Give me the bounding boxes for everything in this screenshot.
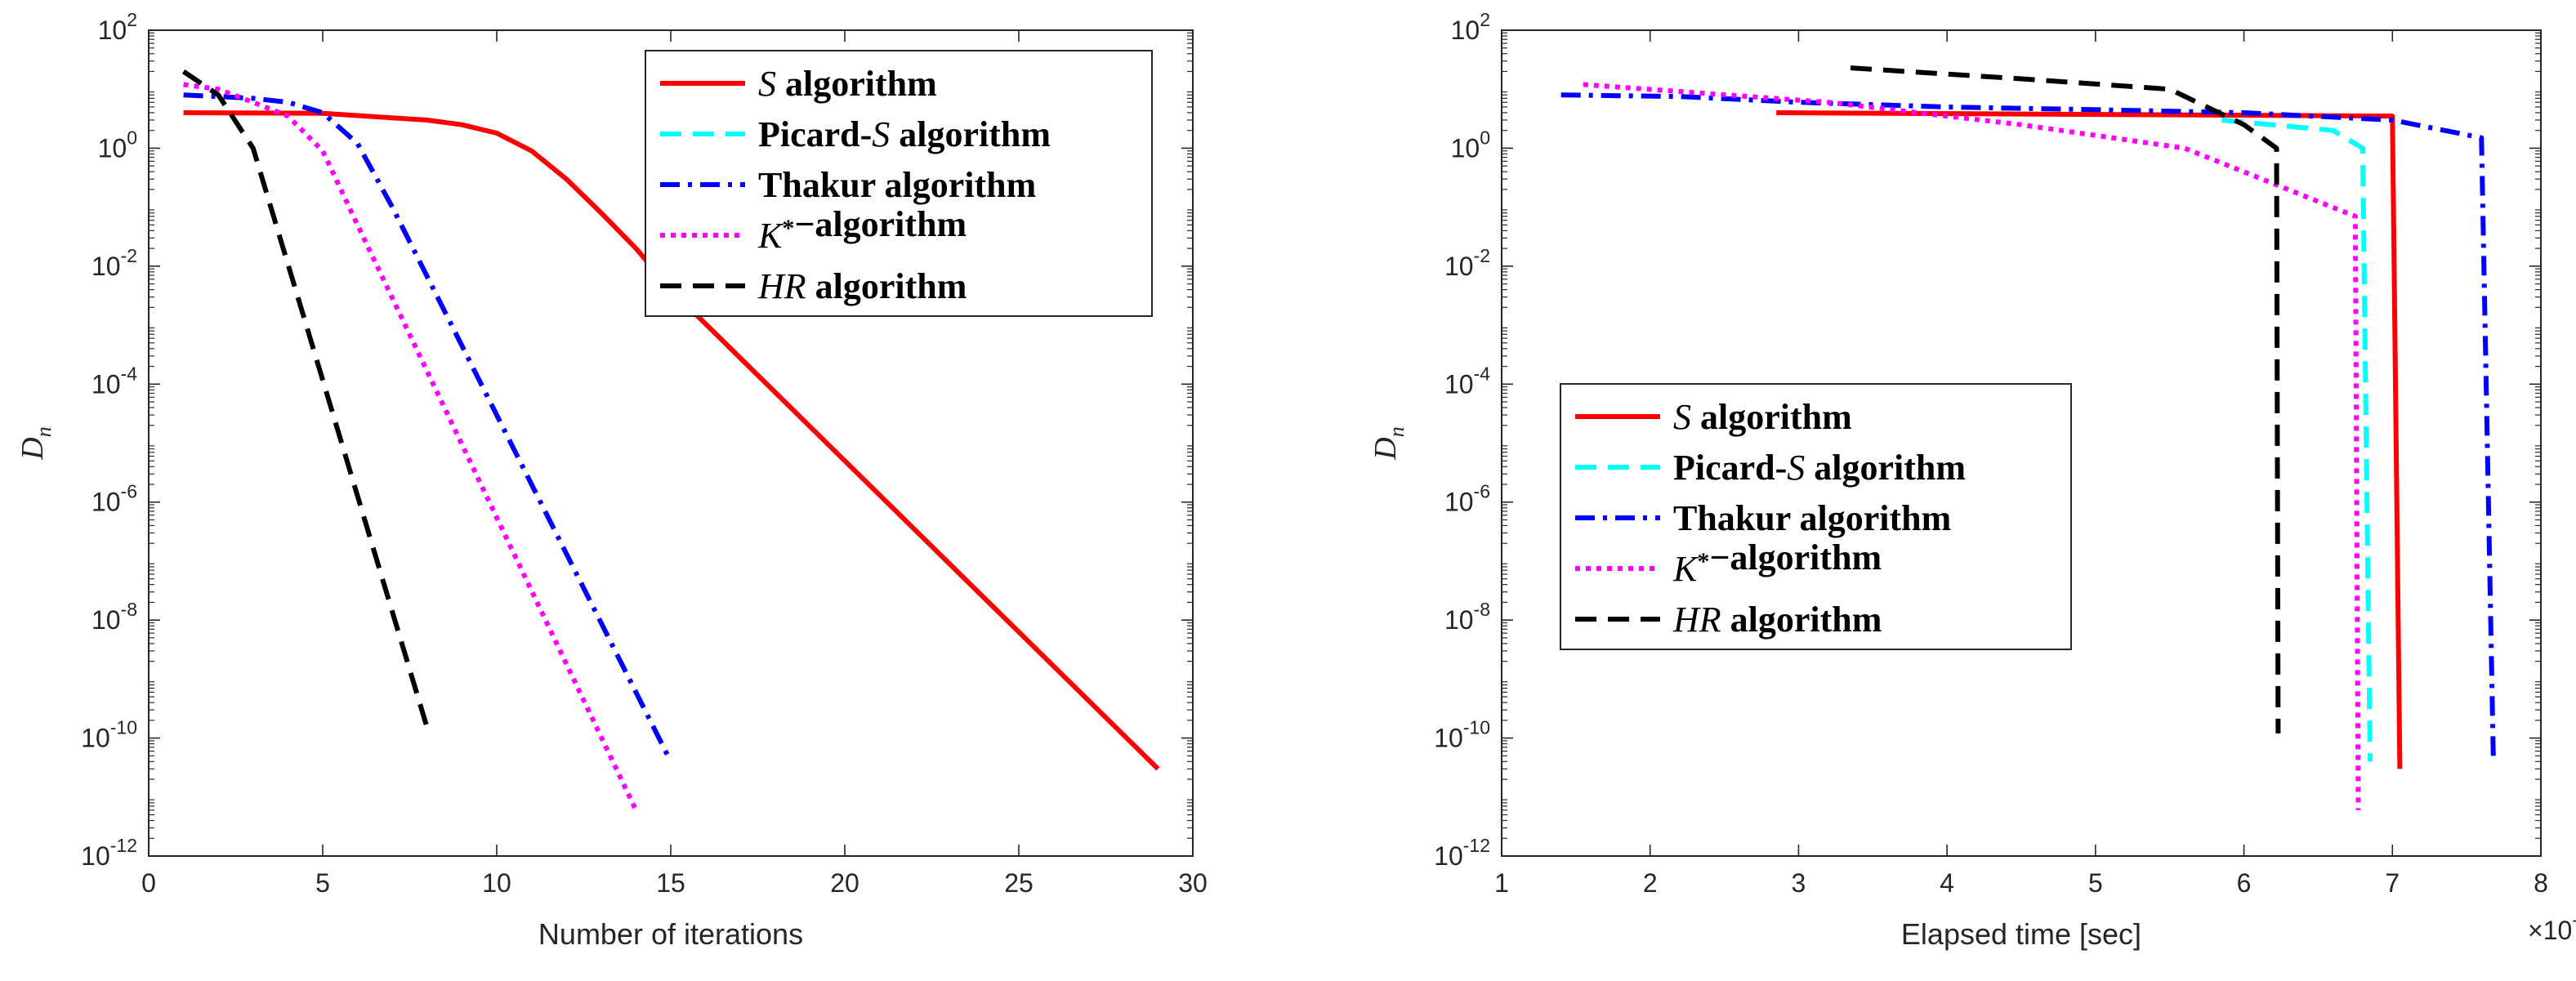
x-tick-label: 8 <box>2534 868 2548 898</box>
x-axis-label: Elapsed time [sec] <box>1901 917 2141 951</box>
legend-label: Picard-S algorithm <box>1673 448 1966 488</box>
series-line-s-algorithm <box>1776 110 2403 769</box>
legend-label: Thakur algorithm <box>1673 498 1951 538</box>
x-tick-label: 30 <box>1178 868 1208 898</box>
y-tick-label: 10-6 <box>92 481 137 517</box>
x-tick-label: 10 <box>482 868 511 898</box>
legend-label: S algorithm <box>1673 397 1852 437</box>
y-tick-label: 102 <box>98 9 137 45</box>
x-tick-label: 4 <box>1940 868 1954 898</box>
y-tick-label: 100 <box>1451 127 1490 163</box>
x-tick-label: 3 <box>1792 868 1806 898</box>
legend-label: HR algorithm <box>1672 600 1882 640</box>
legend: S algorithm Picard-S algorithm Thakur algo… <box>645 50 1153 317</box>
y-tick-label: 10-8 <box>92 599 137 635</box>
axes-box <box>1501 29 2542 857</box>
y-tick-label: 10-12 <box>81 835 137 871</box>
y-tick-label: 10-2 <box>1444 245 1490 281</box>
x-axis-label: Number of iterations <box>538 917 803 951</box>
y-tick-label: 10-8 <box>1444 599 1490 635</box>
legend-label: HR algorithm <box>757 266 967 306</box>
x-tick-label: 1 <box>1494 868 1509 898</box>
x-tick-label: 15 <box>656 868 685 898</box>
y-tick-label: 10-4 <box>1444 363 1490 399</box>
legend-label: K*−algorithm <box>1672 537 1882 589</box>
chart-panel-2: 10-12 10-10 10-8 10-6 10-4 10-2 100 102 1 2 3 4 5 6 7 8… <box>1368 9 2576 951</box>
series-line-thakur-algorithm <box>183 92 673 763</box>
y-tick-label: 10-12 <box>1434 835 1490 871</box>
y-tick-label: 100 <box>98 127 137 163</box>
y-tick-label: 10-2 <box>92 245 137 281</box>
series-line-k-algorithm <box>183 82 639 812</box>
y-tick-label: 10-10 <box>81 717 137 753</box>
x-tick-label: 2 <box>1643 868 1658 898</box>
axes-box <box>148 29 1194 857</box>
y-tick-label: 102 <box>1451 9 1490 45</box>
y-tick-label: 10-6 <box>1444 481 1490 517</box>
x-tick-label: 5 <box>2088 868 2103 898</box>
y-axis-label: Dn <box>1368 426 1409 460</box>
x-tick-label: 25 <box>1004 868 1034 898</box>
series-line-thakur-algorithm <box>1560 92 2496 762</box>
x-tick-label: 0 <box>141 868 156 898</box>
legend-label: S algorithm <box>758 64 937 104</box>
x-tick-label: 7 <box>2385 868 2400 898</box>
legend: S algorithm Picard-S algorithm Thakur algo… <box>1560 383 2072 650</box>
chart-panel-1: 10-12 10-10 10-8 10-6 10-4 10-2 100 102 0 5 10 15 20… <box>16 9 1208 951</box>
x-exponent-label: ×10-3 <box>2528 909 2576 945</box>
series-line-hr-algorithm <box>181 69 430 729</box>
series-line-k-algorithm <box>1583 82 2361 810</box>
x-tick-label: 20 <box>830 868 859 898</box>
legend-label: K*−algorithm <box>757 204 967 256</box>
legend-label: Picard-S algorithm <box>758 114 1051 154</box>
y-tick-label: 10-4 <box>92 363 137 399</box>
series-line-hr-algorithm <box>1850 65 2281 734</box>
x-tick-label: 5 <box>315 868 330 898</box>
y-axis-label: Dn <box>16 426 56 460</box>
x-tick-label: 6 <box>2237 868 2252 898</box>
legend-label: Thakur algorithm <box>758 165 1036 205</box>
y-tick-label: 10-10 <box>1434 717 1490 753</box>
